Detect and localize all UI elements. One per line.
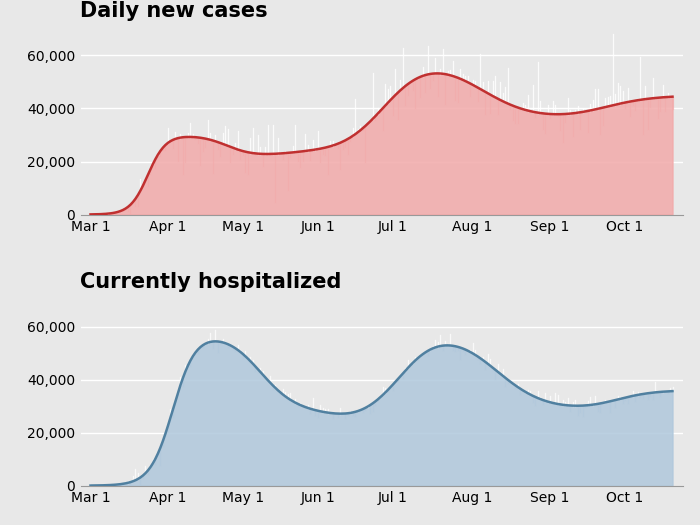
Text: Daily new cases: Daily new cases xyxy=(80,1,268,20)
Text: Currently hospitalized: Currently hospitalized xyxy=(80,272,342,292)
